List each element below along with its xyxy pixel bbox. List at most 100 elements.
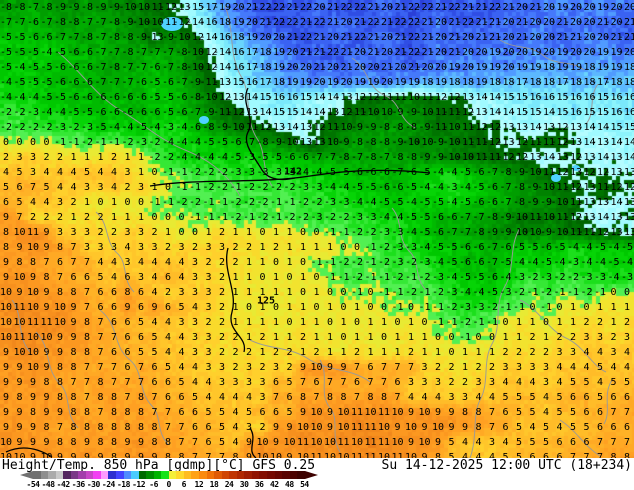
gridpoint-value: -2 [229, 212, 242, 223]
gridpoint-value: -2 [202, 182, 215, 193]
gridpoint-value: -6 [296, 152, 310, 163]
gridpoint-value: -22 [482, 2, 502, 13]
gridpoint-value: -1 [242, 212, 256, 223]
gridpoint-value: -22 [361, 17, 380, 28]
scale-color-block [131, 471, 139, 479]
gridpoint-value: -11 [158, 17, 178, 28]
gridpoint-value: -20 [307, 77, 326, 88]
gridpoint-value: -18 [442, 77, 461, 88]
gridpoint-value: 1 [326, 332, 334, 343]
gridpoint-value: -11 [428, 107, 448, 118]
gridpoint-value: -2 [296, 197, 310, 208]
gridpoint-value: -2 [404, 287, 418, 298]
gridpoint-value: -3 [310, 212, 323, 223]
gridpoint-value: 0 [286, 272, 293, 283]
gridpoint-value: -3 [445, 182, 458, 193]
gridpoint-value: -7 [188, 107, 202, 118]
gridpoint-value: 6 [529, 452, 536, 459]
gridpoint-value: -20 [374, 2, 394, 13]
gridpoint-value: -16 [226, 47, 245, 58]
gridpoint-value: 7 [569, 452, 577, 459]
gridpoint-value: 3 [70, 227, 77, 238]
gridpoint-value: -4 [512, 257, 526, 268]
gridpoint-value: -6 [26, 32, 40, 43]
scale-tick-label: 54 [300, 480, 309, 489]
gridpoint-value: -3 [337, 197, 350, 208]
gridpoint-value: 9 [272, 422, 280, 433]
gridpoint-value: 10 [337, 452, 350, 459]
gridpoint-value: -12 [226, 107, 245, 118]
gridpoint-value: 2 [232, 362, 239, 373]
gridpoint-value: -13 [577, 197, 596, 208]
gridpoint-value: 10 [310, 362, 323, 373]
gridpoint-value: -8 [350, 137, 364, 148]
gridpoint-value: 0 [299, 287, 307, 298]
gridpoint-value: -13 [293, 137, 313, 148]
gridpoint-value: -13 [577, 182, 596, 193]
gridpoint-value: 7 [70, 242, 77, 253]
border-line [319, 359, 341, 453]
gridpoint-value: -8 [121, 32, 134, 43]
gridpoint-value: 9 [2, 392, 10, 403]
gridpoint-value: 10 [26, 302, 40, 313]
gridpoint-value: 9 [245, 452, 253, 459]
gridpoint-value: 2 [97, 212, 104, 223]
gridpoint-value: -21 [469, 17, 488, 28]
gridpoint-value: 10 [53, 317, 67, 328]
gridpoint-value: 7 [151, 407, 158, 418]
gridpoint-value: 1 [515, 332, 523, 343]
gridpoint-value: -10 [131, 2, 151, 13]
gridpoint-value: -20 [428, 62, 448, 73]
gridpoint-value: -5 [337, 167, 350, 178]
scale-color-block [63, 471, 71, 479]
scale-arrow-right-icon [304, 471, 318, 479]
gridpoint-value: 5 [515, 392, 523, 403]
gridpoint-value: 9 [124, 302, 131, 313]
gridpoint-value: -3 [310, 182, 323, 193]
gridpoint-value: -12 [550, 137, 569, 148]
gridpoint-value: -22 [280, 17, 299, 28]
gridpoint-value: -10 [509, 227, 529, 238]
gridpoint-value: 9 [16, 377, 23, 388]
gridpoint-value: 2 [43, 152, 50, 163]
gridpoint-value: 7 [83, 362, 91, 373]
gridpoint-value: 10 [0, 302, 13, 313]
gridpoint-value: -1 [148, 197, 161, 208]
gridpoint-value: -22 [415, 2, 434, 13]
gridpoint-value: -5 [94, 122, 107, 133]
gridpoint-value: -5 [67, 107, 80, 118]
gridpoint-value: 2 [272, 242, 280, 253]
gridpoint-value: 8 [56, 377, 64, 388]
scale-color-block [108, 471, 117, 479]
scale-tick-label: -18 [116, 480, 130, 489]
gridpoint-value: 5 [151, 347, 158, 358]
gridpoint-value: 10 [13, 452, 26, 459]
gridpoint-value: -7 [161, 47, 175, 58]
gridpoint-value: -4 [310, 167, 323, 178]
gridpoint-value: 6 [583, 437, 590, 448]
gridpoint-value: 1 [259, 302, 266, 313]
gridpoint-value: 8 [29, 407, 37, 418]
gridpoint-value: 10 [283, 437, 296, 448]
gridpoint-value: 8 [56, 242, 64, 253]
gridpoint-value: 4 [151, 272, 158, 283]
gridpoint-value: -12 [509, 152, 529, 163]
gridpoint-value: 5 [16, 167, 23, 178]
gridpoint-value: -4 [593, 257, 607, 268]
gridpoint-value: 5 [164, 362, 172, 373]
gridpoint-value: 8 [623, 452, 631, 459]
gridpoint-value: 1 [353, 332, 361, 343]
gridpoint-value: 0 [164, 212, 172, 223]
gridpoint-value: 1 [83, 197, 91, 208]
scale-tick-label: 24 [224, 480, 234, 489]
gridpoint-value: 9 [16, 437, 23, 448]
gridpoint-value: 10 [310, 407, 323, 418]
gridpoint-value: -8 [107, 17, 121, 28]
gridpoint-value: -16 [604, 92, 623, 103]
gridpoint-value: 8 [70, 437, 77, 448]
gridpoint-value: -1 [202, 197, 215, 208]
gridpoint-value: -1 [337, 272, 350, 283]
gridpoint-value: -20 [496, 62, 515, 73]
gridpoint-value: -8 [485, 212, 499, 223]
gridpoint-value: -13 [523, 152, 542, 163]
